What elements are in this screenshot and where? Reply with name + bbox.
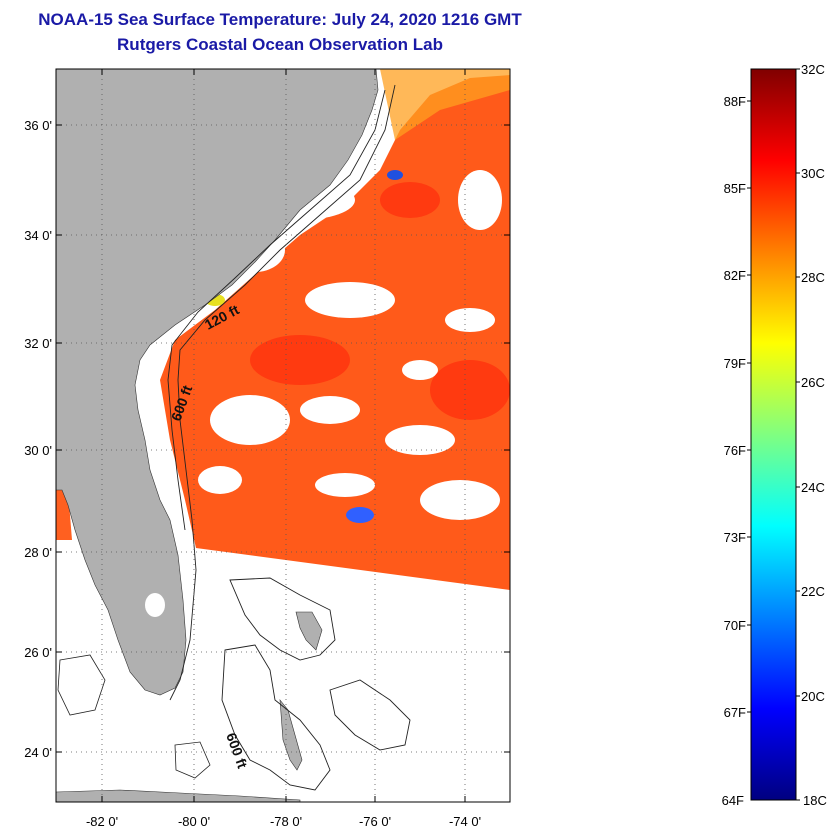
- lat-label-36: 36 0': [24, 118, 52, 133]
- colorbar-label-82f: 82F: [724, 268, 746, 283]
- isobath-gulf: [57, 654, 106, 716]
- lat-label-30: 30 0': [24, 443, 52, 458]
- colorbar-label-85f: 85F: [724, 181, 746, 196]
- sst-swath: [56, 69, 510, 590]
- colorbar-label-76f: 76F: [724, 443, 746, 458]
- lat-label-32: 32 0': [24, 336, 52, 351]
- cloud-gap: [300, 396, 360, 424]
- land-mass-us-southeast: [56, 69, 379, 696]
- colorbar-label-18c: 18C: [803, 793, 827, 808]
- colorbar: [750, 68, 797, 801]
- lat-label-28: 28 0': [24, 545, 52, 560]
- map-title: NOAA-15 Sea Surface Temperature: July 24…: [38, 10, 522, 29]
- colorbar-label-88f: 88F: [724, 94, 746, 109]
- cloud-gap: [305, 282, 395, 318]
- cloud-gap: [315, 473, 375, 497]
- map-subtitle: Rutgers Coastal Ocean Observation Lab: [117, 35, 443, 54]
- warm-eddy: [250, 335, 350, 385]
- isobath-bahama-bank: [229, 577, 336, 661]
- land-mass-bahamas: [279, 699, 303, 771]
- lon-label-80: -80 0': [178, 814, 210, 829]
- isobath-600ft: [169, 84, 396, 701]
- isobath-exuma: [329, 679, 411, 751]
- lon-label-82: -82 0': [86, 814, 118, 829]
- land-mass-grand-bahama: [295, 611, 323, 651]
- colorbar-label-70f: 70F: [724, 618, 746, 633]
- lon-label-76: -76 0': [359, 814, 391, 829]
- warm-eddy: [380, 182, 440, 218]
- colorbar-label-22c: 22C: [801, 584, 825, 599]
- cloud-gap: [445, 308, 495, 332]
- colorbar-label-30c: 30C: [801, 166, 825, 181]
- isobath-great-bahama-bank: [221, 644, 331, 791]
- graticule: [56, 69, 510, 802]
- map-frame: [55, 68, 511, 803]
- cloud-gap: [420, 480, 500, 520]
- cool-patch: [387, 170, 403, 180]
- lake-okeechobee: [145, 593, 165, 617]
- lat-label-24: 24 0': [24, 745, 52, 760]
- colorbar-label-20c: 20C: [801, 689, 825, 704]
- lon-label-74: -74 0': [449, 814, 481, 829]
- cloud-gap: [210, 395, 290, 445]
- colorbar-label-73f: 73F: [724, 530, 746, 545]
- cloud-gap: [385, 425, 455, 455]
- colorbar-label-28c: 28C: [801, 270, 825, 285]
- colorbar-label-64f: 64F: [722, 793, 744, 808]
- warm-eddy: [430, 360, 510, 420]
- colorbar-label-32c: 32C: [801, 62, 825, 77]
- colorbar-label-24c: 24C: [801, 480, 825, 495]
- colorbar-label-26c: 26C: [801, 375, 825, 390]
- land-mass-cuba-edge: [56, 789, 301, 802]
- lat-label-26: 26 0': [24, 645, 52, 660]
- map-tick-marks: [56, 69, 510, 802]
- isobath-120ft: [167, 89, 386, 531]
- lon-label-78: -78 0': [270, 814, 302, 829]
- cloud-gap: [198, 466, 242, 494]
- cool-patch: [346, 507, 374, 523]
- cloud-gap: [458, 170, 502, 230]
- colorbar-ticks: [747, 68, 800, 801]
- colorbar-label-67f: 67F: [724, 705, 746, 720]
- sst-northern-band: [380, 69, 510, 140]
- isobath-cay-sal: [174, 741, 211, 779]
- lat-label-34: 34 0': [24, 228, 52, 243]
- cloud-gap: [402, 360, 438, 380]
- colorbar-label-79f: 79F: [724, 356, 746, 371]
